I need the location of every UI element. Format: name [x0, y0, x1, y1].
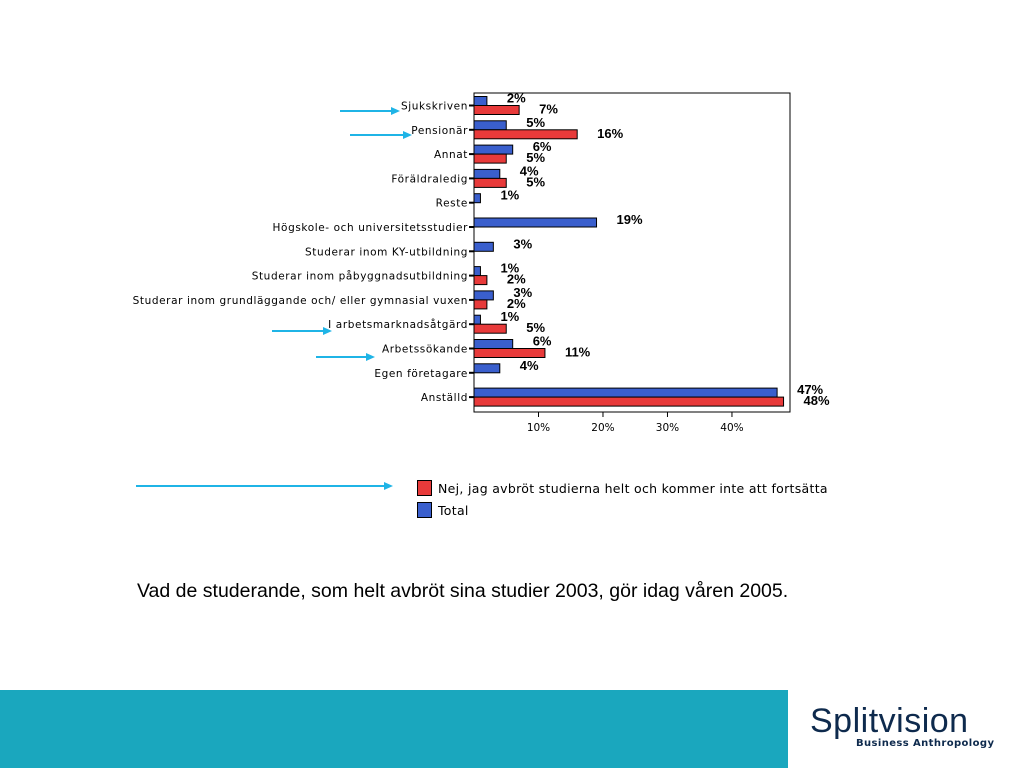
data-label-avbrot: 5% [526, 320, 545, 335]
category-label: Sjukskriven [401, 101, 468, 113]
data-label-total: 6% [533, 139, 552, 154]
data-label-total: 47% [797, 382, 823, 397]
bar-avbrot [473, 177, 507, 188]
bar-total [473, 339, 514, 349]
category-label: Annat [434, 149, 468, 161]
data-label-avbrot: 48% [804, 393, 830, 408]
data-label-total: 6% [533, 334, 552, 349]
highlight-arrow-head [391, 107, 400, 115]
category-label: Studerar inom KY-utbildning [305, 246, 468, 258]
category-label: Studerar inom påbyggnadsutbildning [252, 270, 468, 283]
bar-avbrot [473, 323, 507, 334]
legend-item-red: Nej, jag avbröt studierna helt och komme… [417, 477, 828, 499]
data-label-avbrot: 16% [597, 126, 623, 141]
bar-avbrot [473, 275, 488, 286]
bar-total [473, 120, 507, 131]
highlight-arrow-head [323, 327, 332, 335]
bar-avbrot [473, 129, 578, 140]
bar-chart: Sjukskriven2%7%Pensionär5%16%Annat6%5%Fö… [133, 91, 830, 490]
data-label-avbrot: 11% [565, 345, 591, 360]
bar-total [473, 193, 481, 204]
highlight-arrow-head [366, 353, 375, 361]
data-label-total: 5% [526, 115, 545, 130]
category-label: Studerar inom grundläggande och/ eller g… [133, 295, 468, 307]
legend-swatch-red [417, 480, 432, 496]
legend: Nej, jag avbröt studierna helt och komme… [417, 477, 828, 521]
plot-frame [473, 92, 791, 413]
category-label: I arbetsmarknadsåtgärd [328, 318, 468, 331]
category-label: Pensionär [411, 125, 468, 137]
category-label: Egen företagare [374, 368, 468, 380]
data-label-avbrot: 7% [539, 102, 558, 117]
data-label-avbrot: 5% [526, 150, 545, 165]
x-tick-label: 40% [720, 422, 743, 434]
bar-avbrot [473, 348, 546, 358]
bar-total [473, 144, 514, 155]
bar-avbrot [473, 299, 488, 310]
bar-total [473, 290, 494, 301]
x-tick-label: 30% [656, 422, 679, 434]
category-label: Anställd [421, 392, 468, 404]
bar-total [473, 96, 488, 106]
bar-total [473, 387, 778, 398]
legend-label-red: Nej, jag avbröt studierna helt och komme… [438, 480, 828, 496]
highlight-arrow-head [384, 482, 393, 490]
bar-avbrot [473, 105, 520, 115]
slide-caption: Vad de studerande, som helt avbröt sina … [137, 580, 789, 602]
data-label-avbrot: 5% [526, 174, 545, 189]
bar-total [473, 241, 494, 252]
footer-bar: Splitvision Business Anthropology [0, 690, 1024, 768]
bar-total [473, 266, 481, 277]
category-label: Föräldraledig [391, 173, 468, 185]
bar-total [473, 168, 501, 179]
data-label-total: 4% [520, 358, 539, 373]
category-label: Högskole- och universitetsstudier [273, 222, 469, 234]
logo-text: Splitvision [810, 702, 969, 740]
highlight-arrow-head [403, 131, 412, 139]
data-label-total: 1% [500, 188, 519, 203]
x-tick-label: 20% [591, 422, 614, 434]
bar-total [473, 217, 598, 228]
legend-item-blue: Total [417, 499, 828, 521]
data-label-total: 1% [500, 261, 519, 276]
bar-total [473, 314, 481, 325]
bar-avbrot [473, 153, 507, 164]
bar-avbrot [473, 396, 785, 407]
x-tick-label: 10% [527, 422, 550, 434]
data-label-avbrot: 2% [507, 272, 526, 287]
legend-swatch-blue [417, 502, 432, 518]
data-label-total: 4% [520, 163, 539, 178]
data-label-avbrot: 2% [507, 296, 526, 311]
category-label: Reste [436, 198, 468, 210]
logo-tagline: Business Anthropology [856, 738, 995, 749]
data-label-total: 3% [513, 285, 532, 300]
data-label-total: 2% [507, 91, 526, 106]
legend-label-blue: Total [438, 502, 469, 518]
category-label: Arbetssökande [382, 344, 468, 356]
bar-total [473, 363, 501, 374]
data-label-total: 1% [500, 309, 519, 324]
logo: Splitvision Business Anthropology [788, 690, 1024, 768]
data-label-total: 19% [617, 212, 643, 227]
data-label-total: 3% [513, 236, 532, 251]
